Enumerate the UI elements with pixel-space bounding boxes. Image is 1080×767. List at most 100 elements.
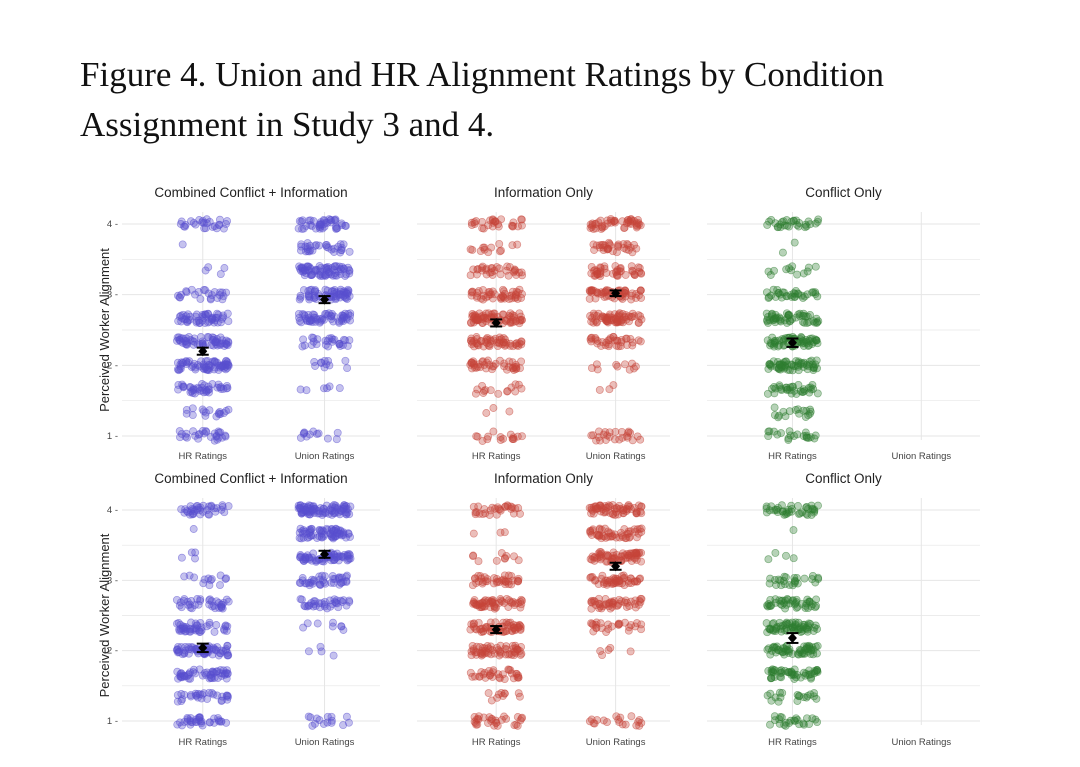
- data-point: [469, 529, 478, 538]
- data-point: [177, 690, 186, 698]
- panel-title: Information Only: [494, 185, 593, 200]
- data-point: [313, 619, 322, 628]
- data-point: [222, 691, 231, 700]
- data-point: [296, 291, 305, 300]
- data-point: [209, 690, 218, 699]
- data-point: [794, 692, 803, 701]
- data-point: [796, 387, 805, 396]
- data-point: [320, 356, 329, 365]
- data-point: [212, 621, 221, 629]
- data-point: [799, 269, 808, 278]
- data-point: [632, 221, 641, 230]
- data-point: [764, 318, 773, 327]
- data-point: [780, 288, 789, 297]
- data-point: [315, 241, 324, 250]
- data-point: [323, 718, 332, 727]
- data-point: [769, 357, 778, 366]
- data-point: [803, 643, 812, 652]
- data-point: [308, 553, 316, 562]
- panel-title: Combined Conflict + Information: [154, 185, 347, 200]
- x-tick-label: Union Ratings: [586, 451, 646, 462]
- data-point: [518, 271, 527, 280]
- data-point: [632, 548, 641, 557]
- data-point: [182, 429, 191, 438]
- data-point: [477, 263, 486, 272]
- data-point: [792, 313, 801, 322]
- data-point: [320, 384, 328, 393]
- data-point: [512, 720, 521, 729]
- data-point: [301, 553, 310, 562]
- data-point: [179, 358, 188, 367]
- data-point: [208, 291, 216, 300]
- data-point: [323, 311, 332, 320]
- data-point: [507, 580, 516, 589]
- data-point: [222, 336, 231, 345]
- data-point: [220, 364, 229, 373]
- data-point: [187, 217, 195, 226]
- data-point: [479, 713, 488, 722]
- data-point: [223, 381, 231, 390]
- data-point: [505, 665, 514, 674]
- data-point: [507, 502, 516, 511]
- data-point: [508, 435, 517, 444]
- data-point: [482, 265, 490, 274]
- data-point: [811, 290, 820, 298]
- data-point: [186, 720, 195, 729]
- data-point: [193, 383, 202, 392]
- data-point: [466, 245, 475, 254]
- data-point: [513, 432, 522, 441]
- data-point: [805, 318, 813, 327]
- data-point: [767, 312, 776, 321]
- data-point: [479, 389, 488, 397]
- data-point: [198, 671, 207, 680]
- data-point: [180, 508, 189, 517]
- data-point: [220, 626, 229, 635]
- data-point: [608, 247, 617, 256]
- data-point: [505, 407, 514, 416]
- mean-error-bar: [786, 337, 799, 348]
- data-point: [341, 356, 350, 365]
- data-point: [789, 526, 798, 535]
- data-point: [316, 270, 325, 279]
- data-point: [308, 721, 317, 730]
- mean-marker: [787, 633, 797, 644]
- data-point: [797, 599, 806, 608]
- data-point: [220, 508, 229, 517]
- data-point: [224, 317, 233, 326]
- data-point: [591, 503, 600, 511]
- data-point: [809, 363, 818, 372]
- data-point: [196, 294, 205, 303]
- data-point: [304, 290, 313, 299]
- x-tick-label: HR Ratings: [178, 451, 227, 462]
- data-point: [335, 340, 344, 349]
- panel-1-2: Information Only HR Ratings Union Ratings: [417, 185, 670, 462]
- data-point: [636, 594, 645, 603]
- data-point: [781, 666, 789, 675]
- data-point: [604, 646, 613, 654]
- data-point: [479, 243, 488, 252]
- data-point: [493, 721, 502, 730]
- data-point: [813, 339, 822, 348]
- data-point: [777, 581, 786, 590]
- data-point: [175, 647, 183, 656]
- data-point: [206, 433, 215, 441]
- data-point: [511, 380, 520, 389]
- data-point: [298, 574, 307, 582]
- data-point: [182, 334, 191, 343]
- data-point: [503, 262, 512, 271]
- data-point: [794, 366, 803, 375]
- data-point: [604, 552, 613, 561]
- data-point: [319, 532, 328, 541]
- data-point: [780, 720, 789, 729]
- data-point: [180, 315, 189, 324]
- panel-1-1: Combined Conflict + Information HR Rating…: [107, 185, 380, 462]
- data-point: [781, 604, 790, 613]
- data-point: [467, 340, 476, 349]
- data-point: [766, 574, 775, 583]
- data-point: [492, 574, 501, 583]
- data-point: [296, 433, 305, 442]
- data-point: [627, 621, 635, 630]
- data-point: [177, 603, 186, 612]
- data-point: [189, 427, 198, 436]
- data-point: [501, 650, 510, 659]
